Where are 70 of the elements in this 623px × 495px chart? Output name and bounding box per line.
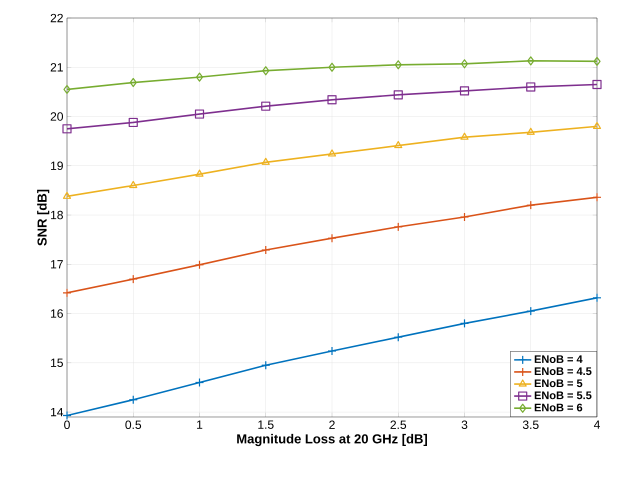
point bbox=[196, 72, 204, 82]
x-tick-label: 3.5 bbox=[522, 420, 539, 430]
point bbox=[195, 170, 204, 177]
point bbox=[526, 306, 536, 316]
y-tick-label: 20 bbox=[50, 112, 64, 121]
x-tick-label: 3 bbox=[462, 420, 468, 430]
point bbox=[460, 318, 470, 328]
point bbox=[328, 62, 336, 72]
point bbox=[394, 332, 403, 342]
point bbox=[62, 410, 72, 420]
y-tick-label: 16 bbox=[51, 309, 63, 318]
x-tick-label: 0 bbox=[64, 420, 70, 430]
y-tick-label: 14 bbox=[51, 408, 64, 416]
x-tick-label: 4 bbox=[594, 420, 600, 429]
y-tick-label: 17 bbox=[51, 260, 63, 268]
point bbox=[526, 82, 536, 92]
point bbox=[128, 395, 138, 404]
x-tick-label: 1 bbox=[197, 420, 202, 429]
y-axis-title: SNR [dB] bbox=[37, 190, 50, 246]
point bbox=[130, 78, 137, 88]
point bbox=[261, 245, 270, 255]
y-tick-label: 22 bbox=[50, 14, 63, 22]
legend-label: ENoB = 4.5 bbox=[534, 367, 592, 376]
x-tick-label: 2.5 bbox=[390, 420, 406, 430]
point bbox=[526, 128, 535, 135]
x-tick-label: 0.5 bbox=[125, 420, 142, 430]
point bbox=[592, 192, 602, 202]
point bbox=[592, 122, 602, 129]
point bbox=[526, 200, 536, 210]
point bbox=[527, 56, 534, 66]
point bbox=[394, 140, 402, 148]
point bbox=[327, 234, 337, 243]
point bbox=[460, 132, 469, 140]
y-tick-label: 18 bbox=[51, 210, 63, 220]
x-tick-label: 2 bbox=[329, 420, 335, 429]
point bbox=[128, 274, 138, 284]
point bbox=[129, 180, 138, 188]
point bbox=[62, 124, 72, 134]
legend-label: ENoB = 6 bbox=[534, 404, 582, 412]
legend-label: ENoB = 5 bbox=[534, 379, 582, 388]
point bbox=[62, 288, 72, 298]
point bbox=[261, 360, 270, 370]
point bbox=[261, 102, 270, 111]
point bbox=[194, 109, 204, 119]
point bbox=[63, 84, 71, 94]
x-tick-label: 1.5 bbox=[258, 420, 274, 429]
y-tick-label: 21 bbox=[50, 63, 63, 72]
point bbox=[592, 293, 602, 302]
point bbox=[592, 80, 602, 90]
point bbox=[194, 260, 204, 270]
point bbox=[394, 90, 403, 100]
point bbox=[327, 95, 337, 104]
point bbox=[62, 192, 72, 199]
x-axis-title: Magnitude Loss at 20 GHz [dB] bbox=[237, 434, 427, 446]
point bbox=[194, 378, 204, 388]
y-tick-label: 15 bbox=[51, 358, 63, 367]
point bbox=[460, 212, 470, 222]
point bbox=[328, 149, 336, 157]
legend-label: ENoB = 5.5 bbox=[534, 392, 592, 400]
point bbox=[128, 118, 138, 128]
point bbox=[394, 222, 403, 232]
legend-label: ENoB = 4 bbox=[534, 355, 583, 364]
point bbox=[327, 346, 337, 356]
point bbox=[262, 158, 270, 165]
point bbox=[394, 60, 402, 70]
point bbox=[593, 56, 601, 66]
point bbox=[460, 86, 470, 96]
y-tick-label: 19 bbox=[51, 162, 63, 170]
point bbox=[262, 66, 270, 76]
point bbox=[460, 59, 468, 68]
